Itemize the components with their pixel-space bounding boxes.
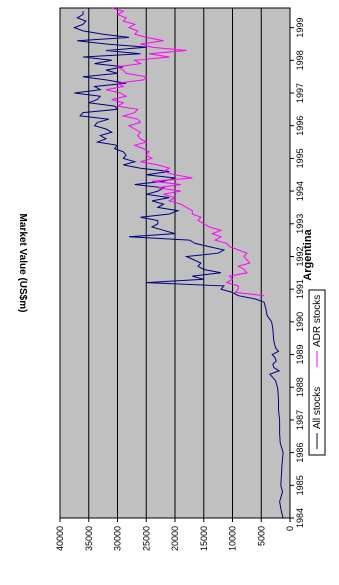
y-tick-label: 30000	[113, 526, 123, 551]
y-tick-label: 15000	[199, 526, 209, 551]
x-tick-label: 1984	[295, 508, 305, 528]
x-tick-label: 1985	[295, 475, 305, 495]
chart-title-text: Argentina	[302, 228, 314, 280]
x-axis-ticks: 1984 1985 1986 1987 1988 1989 1990 1991 1992 1993…	[290, 18, 305, 528]
x-tick-label: 1987	[295, 410, 305, 430]
x-tick-label: 1995	[295, 148, 305, 168]
y-tick-label: 10000	[228, 526, 238, 551]
chart-title: Argentina	[302, 228, 314, 280]
y-tick-label: 0	[285, 526, 295, 531]
x-tick-label: 1993	[295, 214, 305, 234]
y-tick-label: 35000	[84, 526, 94, 551]
plot-area	[59, 7, 291, 519]
x-tick-label: 1986	[295, 443, 305, 463]
x-tick-label: 1997	[295, 83, 305, 103]
legend-label-adr: ADR stocks	[312, 295, 323, 347]
x-tick-label: 1999	[295, 18, 305, 38]
y-tick-label: 20000	[170, 526, 180, 551]
y-axis-ticks: 0 5000 10000 15000 20000 25000 30000 35000 40000	[55, 518, 295, 551]
series-line-adr-stocks	[105, 7, 265, 297]
x-tick-label: 1996	[295, 116, 305, 136]
legend: All stocks ADR stocks	[308, 289, 326, 456]
x-tick-label: 1994	[295, 181, 305, 201]
y-tick-label: 25000	[141, 526, 151, 551]
y-tick-label: 5000	[256, 526, 266, 546]
x-tick-label: 1990	[295, 312, 305, 332]
legend-label-all: All stocks	[312, 387, 323, 429]
x-tick-label: 1989	[295, 345, 305, 365]
legend-box	[308, 289, 326, 456]
x-tick-label: 1991	[295, 279, 305, 299]
series-layer	[73, 7, 284, 519]
x-tick-label: 1992	[295, 246, 305, 266]
gridlines	[88, 8, 262, 518]
y-tick-label: 40000	[55, 526, 65, 551]
x-tick-label: 1988	[295, 377, 305, 397]
y-axis-label: Market Value (US$m)	[17, 214, 28, 313]
x-tick-label: 1998	[295, 50, 305, 70]
series-line-all-stocks	[73, 11, 284, 519]
